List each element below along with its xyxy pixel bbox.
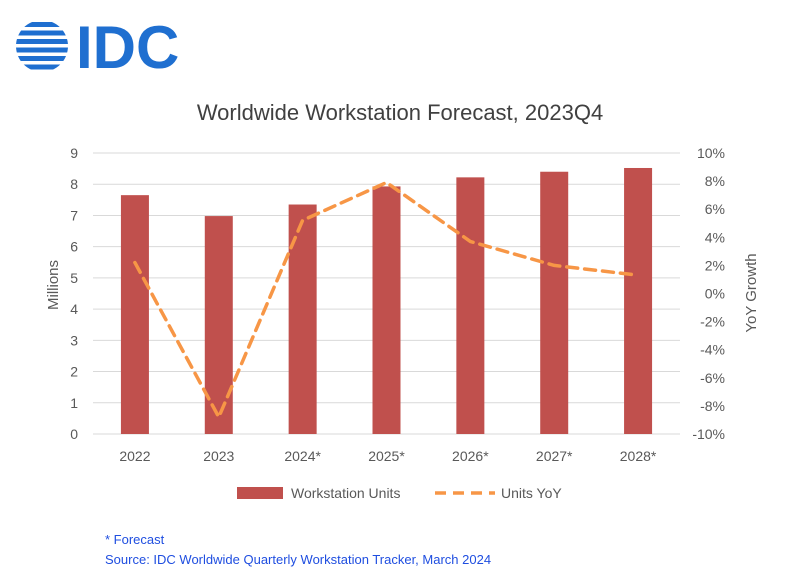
- y2-tick-label: 6%: [705, 201, 725, 217]
- y-tick-label: 3: [70, 332, 78, 348]
- y-tick-label: 7: [70, 207, 78, 223]
- y2-tick-label: 0%: [705, 286, 725, 302]
- y-tick-label: 8: [70, 176, 78, 192]
- left-axis-ticks: 0 1 2 3 4 5 6 7 8 9: [70, 145, 78, 442]
- bar-2027: [540, 171, 569, 434]
- globe-stripe: [16, 22, 68, 27]
- y-axis-label: Millions: [45, 260, 62, 310]
- y2-tick-label: -6%: [700, 370, 725, 386]
- globe-stripe: [16, 56, 68, 61]
- x-tick-label: 2028*: [620, 448, 657, 464]
- y2-tick-label: -8%: [700, 398, 725, 414]
- globe-stripe: [16, 47, 68, 53]
- legend: Workstation Units Units YoY: [237, 485, 562, 501]
- y2-tick-label: 8%: [705, 173, 725, 189]
- bar-2025: [372, 186, 401, 434]
- source-footnote: Source: IDC Worldwide Quarterly Workstat…: [105, 552, 492, 567]
- y2-tick-label: -10%: [692, 426, 725, 442]
- units-yoy-line: [133, 180, 640, 422]
- x-tick-label: 2023: [203, 448, 234, 464]
- y-tick-label: 4: [70, 301, 78, 317]
- bar-2028: [624, 167, 653, 434]
- legend-label-units-yoy: Units YoY: [501, 485, 562, 501]
- globe-stripe: [16, 39, 68, 44]
- globe-stripe: [16, 30, 68, 36]
- logo-text: IDC: [76, 14, 179, 78]
- y2-tick-label: -4%: [700, 342, 725, 358]
- y-tick-label: 9: [70, 145, 78, 161]
- chart-title: Worldwide Workstation Forecast, 2023Q4: [197, 100, 603, 125]
- globe-icon: [16, 22, 68, 70]
- x-tick-label: 2027*: [536, 448, 573, 464]
- x-tick-label: 2025*: [368, 448, 405, 464]
- x-tick-label: 2026*: [452, 448, 489, 464]
- y-tick-label: 6: [70, 239, 78, 255]
- legend-label-workstation-units: Workstation Units: [291, 485, 400, 501]
- y-tick-label: 1: [70, 395, 78, 411]
- y2-axis-label: YoY Growth: [743, 253, 760, 332]
- x-tick-label: 2022: [119, 448, 150, 464]
- right-axis-ticks: -10% -8% -6% -4% -2% 0% 2% 4% 6% 8% 10%: [692, 145, 725, 442]
- bar-2026: [456, 177, 485, 434]
- y2-tick-label: 2%: [705, 257, 725, 273]
- y2-tick-label: -2%: [700, 314, 725, 330]
- x-axis-ticks: 2022 2023 2024* 2025* 2026* 2027* 2028*: [119, 448, 657, 464]
- globe-stripe: [16, 64, 68, 70]
- x-tick-label: 2024*: [284, 448, 321, 464]
- legend-swatch-workstation-units: [237, 487, 283, 499]
- idc-logo: IDC: [16, 14, 179, 78]
- bar-series: [120, 167, 653, 434]
- forecast-footnote: * Forecast: [105, 532, 165, 547]
- bar-2023: [204, 216, 233, 434]
- y-tick-label: 5: [70, 270, 78, 286]
- bar-2022: [120, 195, 149, 434]
- y-tick-label: 2: [70, 364, 78, 380]
- y-tick-label: 0: [70, 426, 78, 442]
- y2-tick-label: 4%: [705, 229, 725, 245]
- y2-tick-label: 10%: [697, 145, 725, 161]
